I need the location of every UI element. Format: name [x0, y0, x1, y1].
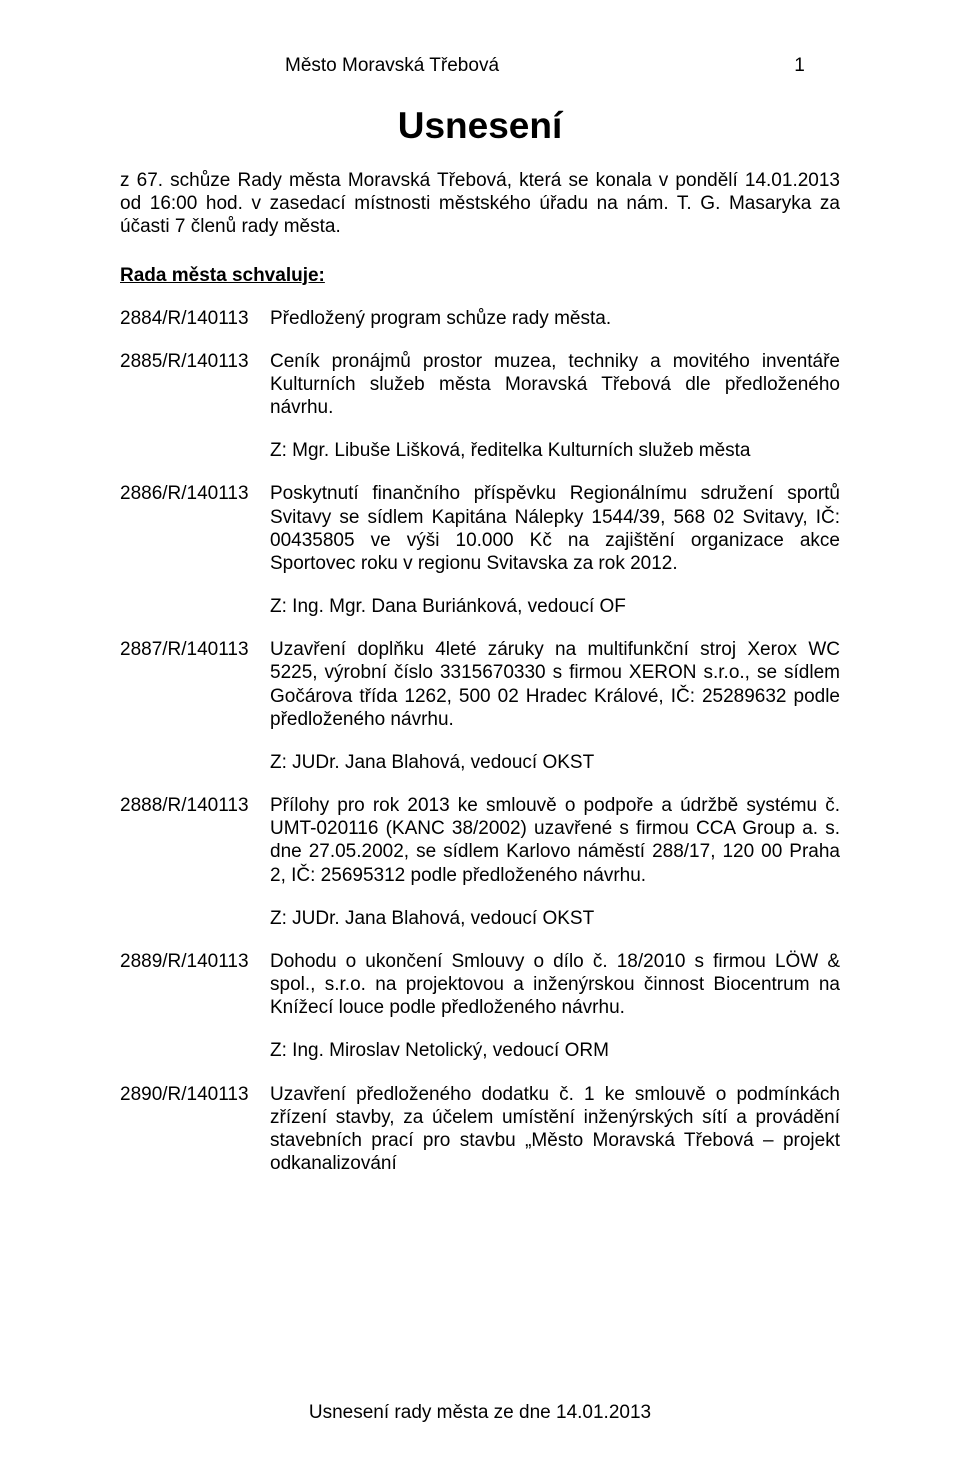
resolution-body: Dohodu o ukončení Smlouvy o dílo č. 18/2…: [270, 950, 840, 1063]
resolution-paragraph: Uzavření předloženého dodatku č. 1 ke sm…: [270, 1083, 840, 1176]
resolution-paragraph: Ceník pronájmů prostor muzea, techniky a…: [270, 350, 840, 420]
resolution-ref: 2887/R/140113: [120, 638, 270, 774]
resolution-paragraph: Uzavření doplňku 4leté záruky na multifu…: [270, 638, 840, 731]
section-heading: Rada města schvaluje:: [120, 265, 840, 287]
resolution-item: 2887/R/140113Uzavření doplňku 4leté záru…: [120, 638, 840, 774]
resolution-paragraph: Přílohy pro rok 2013 ke smlouvě o podpoř…: [270, 794, 840, 887]
resolution-paragraph: Z: Ing. Miroslav Netolický, vedoucí ORM: [270, 1039, 840, 1062]
page-footer: Usnesení rady města ze dne 14.01.2013: [0, 1402, 960, 1424]
resolution-item: 2890/R/140113Uzavření předloženého dodat…: [120, 1083, 840, 1176]
header-page-number: 1: [794, 55, 805, 77]
resolution-paragraph: Z: JUDr. Jana Blahová, vedoucí OKST: [270, 907, 840, 930]
page-header: Město Moravská Třebová 1: [120, 55, 840, 77]
resolution-ref: 2884/R/140113: [120, 307, 270, 330]
resolution-paragraph: Poskytnutí finančního příspěvku Regionál…: [270, 482, 840, 575]
resolution-paragraph: Předložený program schůze rady města.: [270, 307, 840, 330]
page: Město Moravská Třebová 1 Usnesení z 67. …: [0, 0, 960, 1464]
resolution-ref: 2885/R/140113: [120, 350, 270, 463]
resolution-ref: 2889/R/140113: [120, 950, 270, 1063]
resolution-item: 2885/R/140113Ceník pronájmů prostor muze…: [120, 350, 840, 463]
resolution-body: Předložený program schůze rady města.: [270, 307, 840, 330]
resolution-body: Přílohy pro rok 2013 ke smlouvě o podpoř…: [270, 794, 840, 930]
resolution-ref: 2888/R/140113: [120, 794, 270, 930]
intro-paragraph: z 67. schůze Rady města Moravská Třebová…: [120, 169, 840, 239]
resolution-body: Uzavření předloženého dodatku č. 1 ke sm…: [270, 1083, 840, 1176]
resolution-paragraph: Dohodu o ukončení Smlouvy o dílo č. 18/2…: [270, 950, 840, 1020]
resolution-paragraph: Z: JUDr. Jana Blahová, vedoucí OKST: [270, 751, 840, 774]
resolution-ref: 2886/R/140113: [120, 482, 270, 618]
resolution-paragraph: Z: Ing. Mgr. Dana Buriánková, vedoucí OF: [270, 595, 840, 618]
resolution-item: 2884/R/140113Předložený program schůze r…: [120, 307, 840, 330]
resolution-body: Poskytnutí finančního příspěvku Regionál…: [270, 482, 840, 618]
resolution-body: Uzavření doplňku 4leté záruky na multifu…: [270, 638, 840, 774]
document-title: Usnesení: [120, 105, 840, 147]
resolution-item: 2888/R/140113Přílohy pro rok 2013 ke sml…: [120, 794, 840, 930]
resolution-body: Ceník pronájmů prostor muzea, techniky a…: [270, 350, 840, 463]
resolution-item: 2889/R/140113Dohodu o ukončení Smlouvy o…: [120, 950, 840, 1063]
header-city: Město Moravská Třebová: [285, 55, 499, 77]
resolution-item: 2886/R/140113Poskytnutí finančního přísp…: [120, 482, 840, 618]
resolution-ref: 2890/R/140113: [120, 1083, 270, 1176]
resolution-paragraph: Z: Mgr. Libuše Lišková, ředitelka Kultur…: [270, 439, 840, 462]
items-container: 2884/R/140113Předložený program schůze r…: [120, 307, 840, 1176]
